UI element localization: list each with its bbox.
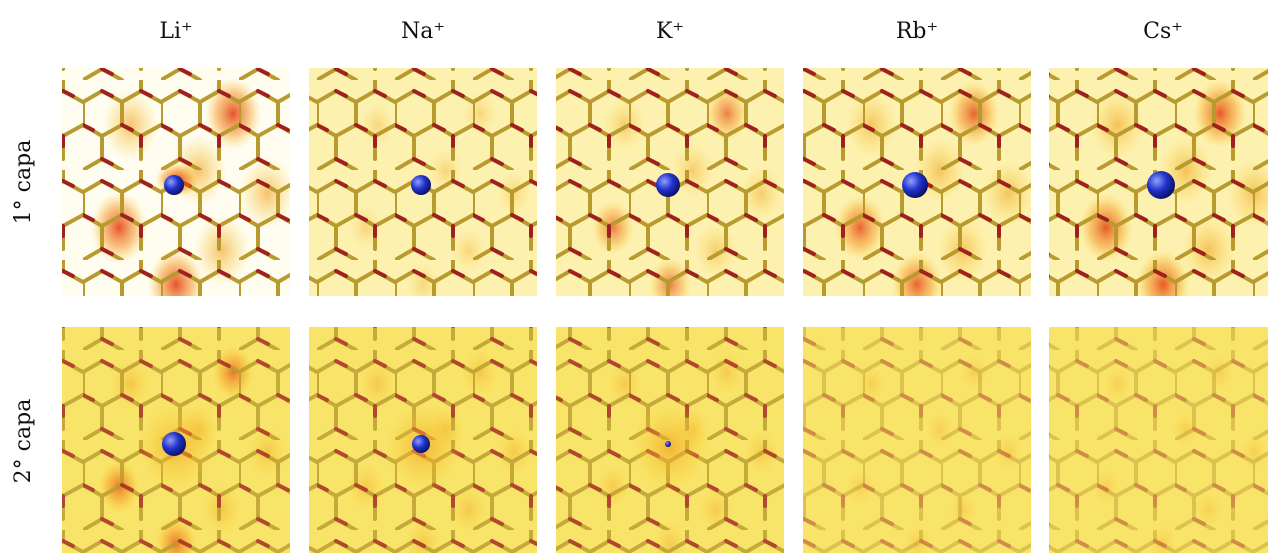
row-label: 1° capa (11, 140, 36, 225)
panel (1049, 327, 1268, 553)
column-header: Na⁺ (401, 19, 445, 44)
panel (62, 68, 290, 296)
panel (556, 68, 784, 296)
ion-sphere (164, 175, 184, 195)
ion-sphere (412, 435, 430, 453)
ion-sphere (665, 441, 671, 447)
lattice (803, 327, 1031, 553)
panel (62, 327, 290, 553)
column-header: Li⁺ (159, 19, 192, 44)
panel (803, 327, 1031, 553)
column-header: Rb⁺ (896, 19, 938, 44)
column-header: Cs⁺ (1143, 19, 1183, 44)
ion-sphere (411, 175, 431, 195)
panel (1049, 68, 1268, 296)
ion-sphere (162, 432, 186, 456)
column-header: K⁺ (656, 19, 684, 44)
density-center (630, 402, 710, 492)
ion-sphere (656, 173, 680, 197)
row-label: 2° capa (11, 399, 36, 484)
panel (309, 327, 537, 553)
panel (309, 68, 537, 296)
panel (556, 327, 784, 553)
ion-sphere (902, 172, 928, 198)
ion-sphere (1147, 171, 1175, 199)
panel (803, 68, 1031, 296)
lattice (1049, 327, 1268, 553)
